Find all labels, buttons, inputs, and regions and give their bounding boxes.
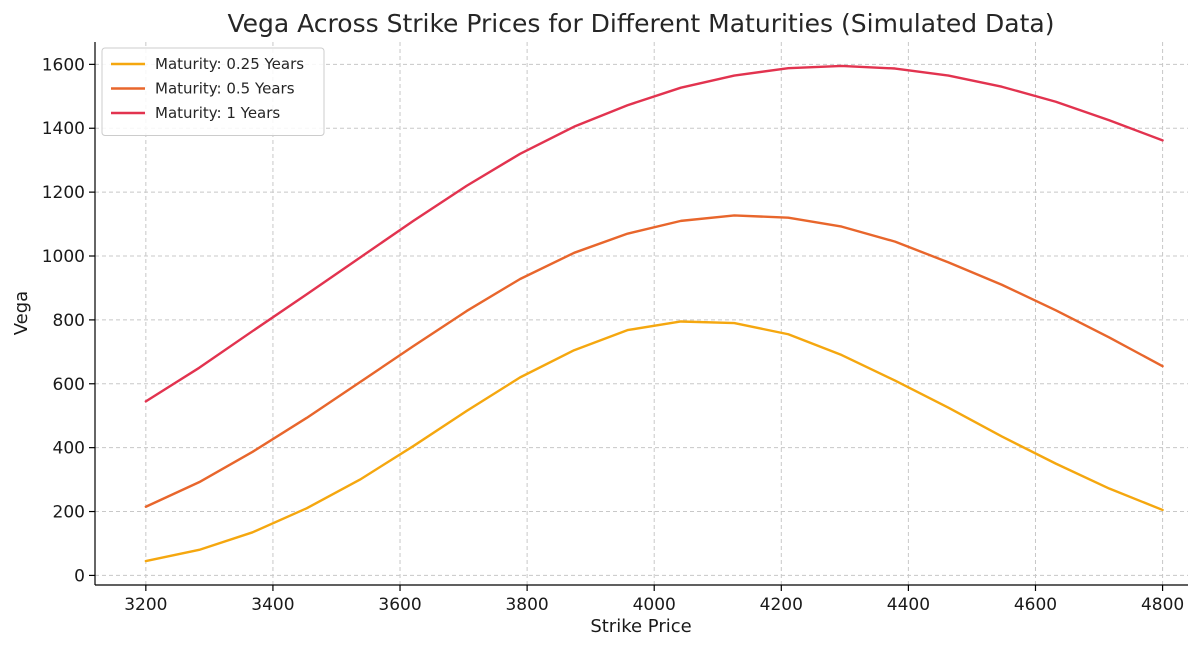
x-tick-label: 3400 — [251, 595, 294, 615]
series-lines — [144, 64, 1164, 563]
legend-label-2: Maturity: 0.5 Years — [155, 80, 295, 98]
x-tick-label: 4400 — [887, 595, 930, 615]
y-axis-label: Vega — [11, 291, 32, 335]
axes — [94, 42, 1188, 586]
x-axis-label: Strike Price — [590, 616, 691, 637]
y-tick-label: 1600 — [42, 55, 85, 75]
y-tick-label: 600 — [53, 375, 85, 395]
x-tick-label: 3800 — [505, 595, 548, 615]
y-tick-label: 1200 — [42, 183, 85, 203]
y-tick-label: 400 — [53, 439, 85, 459]
y-tick-label: 1000 — [42, 247, 85, 267]
series-line-1 — [144, 320, 1164, 563]
y-tick-label: 200 — [53, 503, 85, 523]
x-tick-label: 4000 — [633, 595, 676, 615]
legend-label-1: Maturity: 0.25 Years — [155, 55, 304, 73]
x-tick-label: 4600 — [1014, 595, 1057, 615]
x-tick-label: 3200 — [124, 595, 167, 615]
series-line-3 — [144, 64, 1164, 403]
y-tick-label: 0 — [74, 566, 85, 586]
y-tick-label: 1400 — [42, 119, 85, 139]
x-tick-label: 3600 — [378, 595, 421, 615]
series-line-2 — [144, 214, 1164, 508]
y-axis-ticks: 0 200 400 600 800 1000 1200 1400 1600 — [42, 55, 95, 586]
grid — [95, 42, 1188, 585]
chart-title: Vega Across Strike Prices for Different … — [227, 9, 1054, 38]
x-tick-label: 4200 — [760, 595, 803, 615]
y-tick-label: 800 — [53, 311, 85, 331]
x-axis-ticks: 3200 3400 3600 3800 4000 4200 4400 4600 4800 — [124, 585, 1184, 615]
legend-label-3: Maturity: 1 Years — [155, 104, 280, 122]
legend: Maturity: 0.25 Years Maturity: 0.5 Years M… — [101, 47, 325, 136]
x-tick-label: 4800 — [1141, 595, 1184, 615]
legend-box — [101, 47, 325, 136]
